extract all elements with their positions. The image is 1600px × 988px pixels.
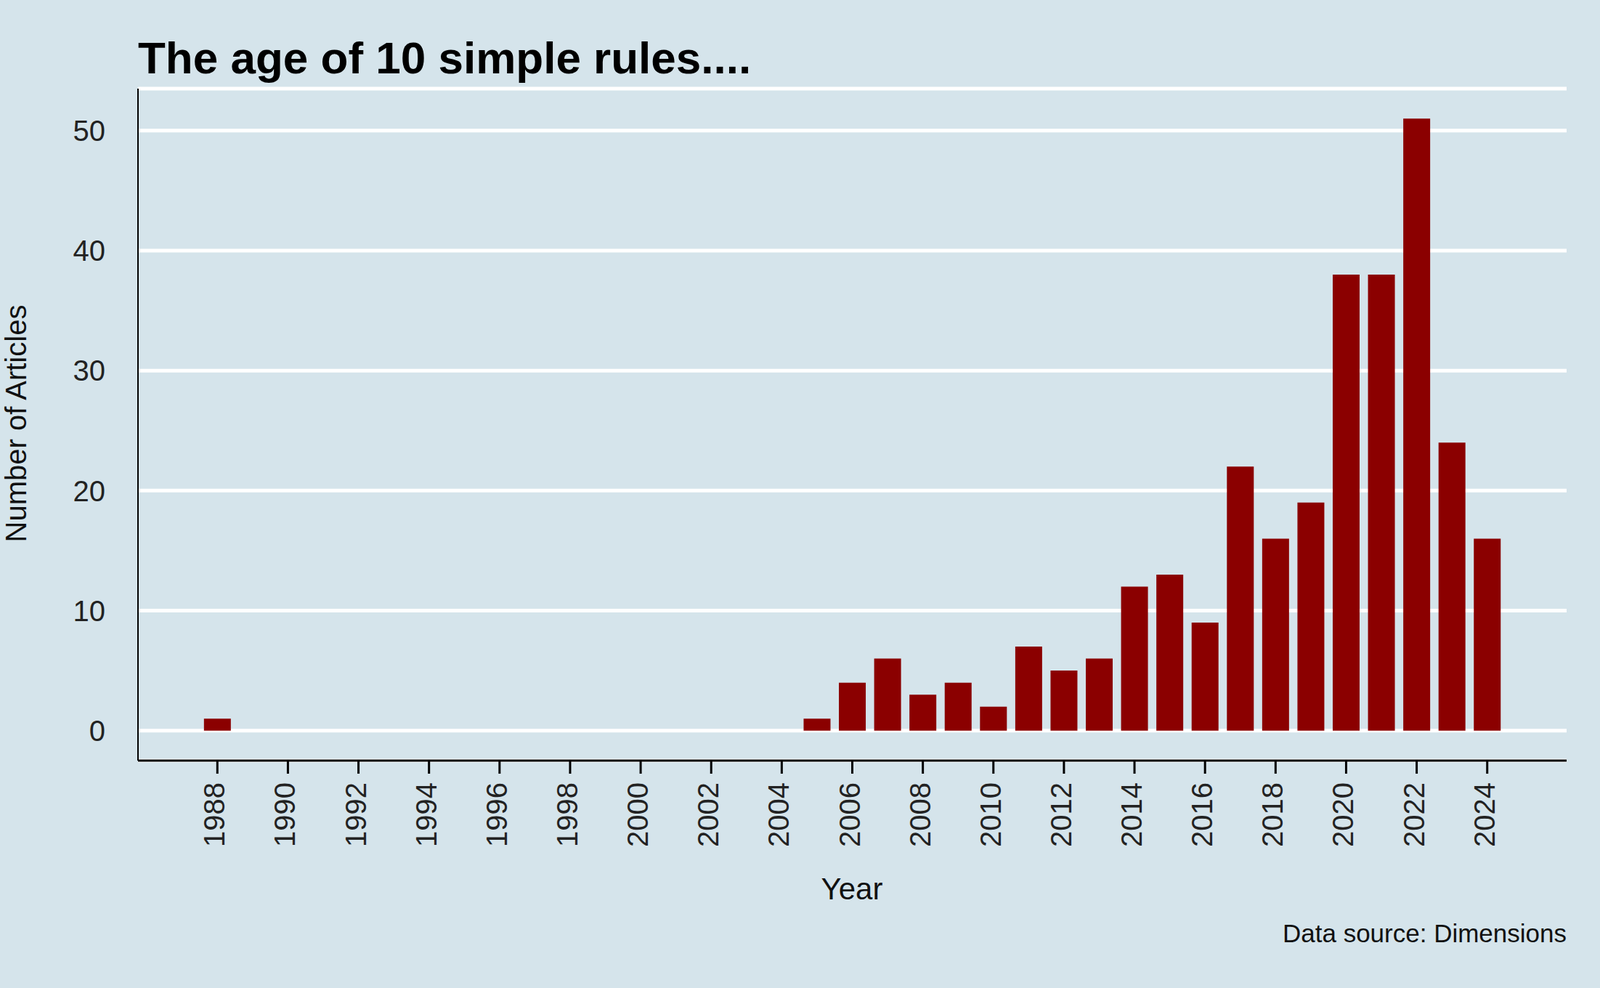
- svg-text:2012: 2012: [1045, 782, 1078, 847]
- svg-text:10: 10: [73, 594, 107, 627]
- svg-text:1998: 1998: [551, 782, 584, 847]
- svg-text:2018: 2018: [1256, 782, 1289, 847]
- svg-text:1988: 1988: [198, 782, 231, 847]
- svg-text:1990: 1990: [268, 782, 301, 847]
- svg-text:50: 50: [73, 114, 107, 147]
- svg-text:2010: 2010: [974, 782, 1007, 847]
- svg-text:2020: 2020: [1326, 782, 1359, 847]
- svg-text:2014: 2014: [1115, 782, 1148, 847]
- svg-text:2006: 2006: [833, 782, 866, 847]
- svg-text:2002: 2002: [692, 782, 725, 847]
- svg-text:40: 40: [73, 234, 107, 267]
- svg-text:1996: 1996: [480, 782, 513, 847]
- html-text:Year: Year: [821, 871, 883, 906]
- svg-text:30: 30: [73, 354, 107, 387]
- svg-text:2000: 2000: [621, 782, 654, 847]
- html-text:Data source: Dimensions: Data source: Dimensions: [1282, 918, 1567, 948]
- svg-text:20: 20: [73, 474, 107, 507]
- svg-text:1992: 1992: [339, 782, 372, 847]
- svg-text:2004: 2004: [762, 782, 795, 847]
- svg-text:2022: 2022: [1398, 782, 1431, 847]
- html-text:The age of 10 simple rules....: The age of 10 simple rules....: [137, 32, 752, 83]
- svg-text:0: 0: [89, 714, 106, 747]
- svg-text:1994: 1994: [410, 782, 443, 847]
- svg-text:2016: 2016: [1186, 782, 1218, 847]
- html-text:Number of Articles: Number of Articles: [0, 304, 32, 543]
- svg-text:2024: 2024: [1468, 782, 1501, 847]
- svg-text:2008: 2008: [904, 782, 937, 847]
